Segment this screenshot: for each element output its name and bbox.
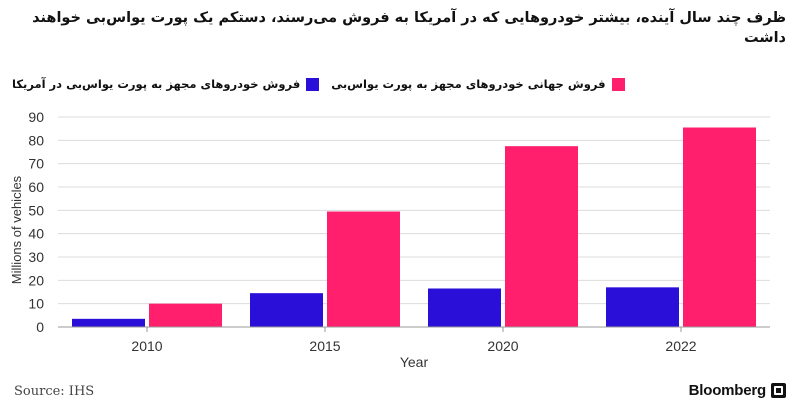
bar-us [606,287,679,327]
x-tick-label: 2015 [309,338,340,354]
chart-title: ظرف چند سال آینده، بیشتر خودروهایی که در… [32,10,786,46]
y-tick-label: 0 [36,319,44,335]
x-axis-title: Year [400,354,429,370]
y-tick-label: 90 [28,109,44,125]
bloomberg-mark-icon [771,383,786,398]
brand-logo: Bloomberg [689,382,786,399]
bars [72,127,756,327]
y-tick-labels: 0 10 20 30 40 50 60 70 80 90 [28,109,44,335]
legend-swatch-us [306,77,320,91]
legend-item-global: فروش جهانی خودروهای مجهز به پورت یواس‌بی [331,77,625,91]
source-note: Source: IHS [14,384,95,399]
brand-name: Bloomberg [688,382,767,399]
bar-us [428,288,501,327]
legend-swatch-global [611,77,625,91]
y-tick-label: 60 [28,179,44,195]
legend-item-us: فروش خودروهای مجهز به پورت یواس‌بی در آم… [12,77,320,91]
bar-us [72,318,145,327]
y-tick-label: 40 [28,226,44,242]
y-tick-label: 30 [28,249,44,265]
bar-chart: 0 10 20 30 40 50 60 70 80 90 2010 2015 2020 2022 Yea… [9,109,770,370]
legend-label-us: فروش خودروهای مجهز به پورت یواس‌بی در آم… [12,77,301,91]
y-tick-label: 50 [28,202,44,218]
x-tick-label: 2010 [131,338,162,354]
gridlines [58,116,770,305]
bar-global [327,211,400,327]
legend-label-global: فروش جهانی خودروهای مجهز به پورت یواس‌بی [331,77,606,91]
x-tick-label: 2022 [665,338,696,354]
bar-global [505,146,578,327]
y-tick-label: 70 [28,156,44,172]
x-tick-label: 2020 [487,338,518,354]
bar-us [250,293,323,327]
bar-global [683,127,756,327]
bar-global [149,303,222,327]
legend: فروش خودروهای مجهز به پورت یواس‌بی در آم… [12,73,786,95]
y-tick-label: 10 [28,296,44,312]
y-tick-label: 20 [28,272,44,288]
x-tick-labels: 2010 2015 2020 2022 [131,327,697,354]
y-tick-label: 80 [28,132,44,148]
y-axis-title: Millions of vehicles [9,175,24,284]
